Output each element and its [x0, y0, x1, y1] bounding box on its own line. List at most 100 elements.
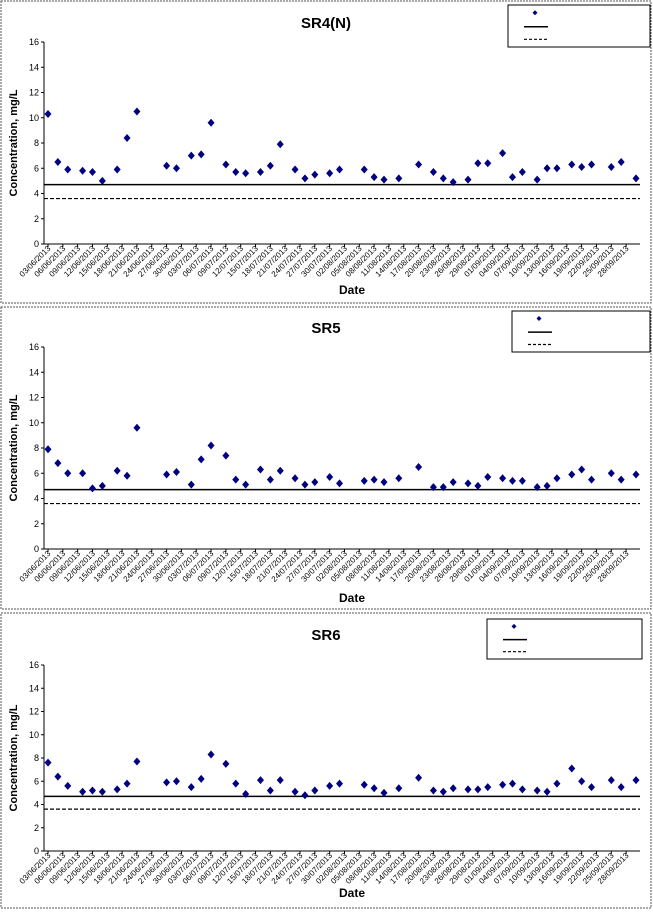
data-point	[360, 476, 368, 485]
legend-marker-symbol	[536, 316, 542, 322]
data-point	[508, 779, 516, 788]
data-point	[291, 165, 299, 174]
data-point	[123, 471, 131, 480]
x-axis-label: Date	[339, 886, 365, 900]
data-point	[79, 787, 87, 796]
data-point	[54, 459, 62, 468]
data-point	[395, 174, 403, 183]
data-point	[380, 478, 388, 487]
y-tick-label: 16	[29, 660, 39, 670]
data-point	[484, 473, 492, 482]
data-point	[543, 164, 551, 173]
data-point	[98, 481, 106, 490]
data-point	[113, 466, 121, 475]
data-point	[187, 783, 195, 792]
data-point	[172, 777, 180, 786]
panel-frame	[0, 306, 652, 610]
data-point	[266, 786, 274, 795]
data-point	[543, 481, 551, 490]
data-point	[291, 787, 299, 796]
data-point	[256, 465, 264, 474]
data-point	[568, 764, 576, 773]
y-axis-label: Concentration, mg/L	[8, 89, 20, 196]
data-point	[123, 133, 131, 142]
data-point	[617, 157, 625, 166]
data-point	[415, 462, 423, 471]
data-point	[508, 173, 516, 182]
data-point	[518, 476, 526, 485]
data-point	[207, 441, 215, 450]
data-point	[44, 445, 52, 454]
data-point	[588, 475, 596, 484]
data-point	[415, 773, 423, 782]
data-point	[311, 786, 319, 795]
x-axis-label: Date	[339, 283, 365, 297]
data-point	[44, 109, 52, 118]
chart-title: SR6	[311, 627, 340, 644]
data-point	[242, 790, 250, 799]
panel-frame	[0, 0, 652, 304]
x-axis-label: Date	[339, 591, 365, 605]
chart-title: SR4(N)	[301, 15, 351, 32]
data-point	[508, 476, 516, 485]
data-point	[163, 470, 171, 479]
chart-title: SR5	[311, 320, 340, 337]
data-point	[360, 165, 368, 174]
data-point	[632, 470, 640, 479]
data-point	[429, 168, 437, 177]
data-point	[98, 787, 106, 796]
legend	[511, 310, 651, 353]
y-tick-label: 14	[29, 683, 39, 693]
data-point	[553, 779, 561, 788]
data-point	[568, 470, 576, 479]
y-tick-label: 6	[34, 776, 39, 786]
data-point	[88, 484, 96, 493]
legend	[486, 618, 643, 660]
data-point	[197, 455, 205, 464]
y-tick-label: 2	[34, 214, 39, 224]
y-tick-label: 2	[34, 519, 39, 529]
data-point	[88, 786, 96, 795]
y-tick-label: 8	[34, 753, 39, 763]
data-point	[449, 784, 457, 793]
data-point	[163, 161, 171, 170]
data-point	[79, 166, 87, 175]
data-point	[543, 787, 551, 796]
data-point	[276, 466, 284, 475]
data-point	[617, 475, 625, 484]
y-tick-label: 8	[34, 443, 39, 453]
data-point	[326, 473, 334, 482]
data-point	[326, 781, 334, 790]
data-point	[607, 776, 615, 785]
data-point	[266, 161, 274, 170]
data-point	[568, 160, 576, 169]
data-point	[380, 788, 388, 797]
data-point	[617, 783, 625, 792]
data-point	[439, 483, 447, 492]
data-point	[172, 467, 180, 476]
y-tick-label: 0	[34, 544, 39, 554]
data-point	[429, 483, 437, 492]
y-tick-label: 0	[34, 239, 39, 249]
data-point	[133, 107, 141, 116]
y-tick-label: 2	[34, 823, 39, 833]
data-point	[207, 750, 215, 759]
data-point	[553, 474, 561, 483]
y-tick-label: 12	[29, 707, 39, 717]
y-tick-label: 10	[29, 113, 39, 123]
data-point	[380, 175, 388, 184]
data-point	[301, 791, 309, 800]
y-tick-label: 8	[34, 138, 39, 148]
data-point	[326, 169, 334, 178]
data-point	[232, 779, 240, 788]
data-point	[578, 777, 586, 786]
data-point	[499, 149, 507, 158]
legend-marker-symbol	[511, 623, 517, 629]
y-tick-label: 12	[29, 393, 39, 403]
data-point	[242, 169, 250, 178]
data-point	[232, 475, 240, 484]
data-point	[578, 465, 586, 474]
